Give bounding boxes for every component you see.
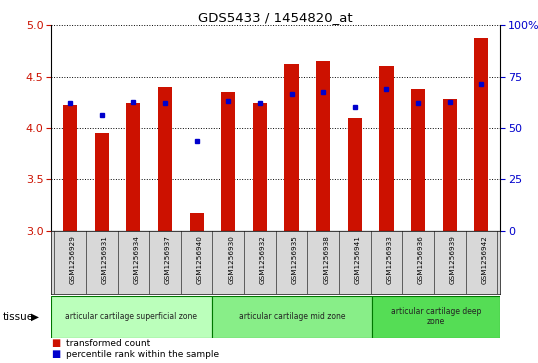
Text: GSM1256939: GSM1256939	[450, 235, 456, 284]
Text: GSM1256933: GSM1256933	[386, 235, 392, 284]
Bar	[63, 105, 77, 231]
Text: GSM1256934: GSM1256934	[133, 235, 139, 284]
Bar	[285, 64, 299, 231]
Bar	[474, 38, 489, 231]
Bar	[126, 103, 140, 231]
Text: GSM1256931: GSM1256931	[102, 235, 108, 284]
Text: ■: ■	[51, 349, 60, 359]
Bar	[189, 213, 204, 231]
Text: GSM1256937: GSM1256937	[165, 235, 171, 284]
Text: GSM1256935: GSM1256935	[292, 235, 298, 284]
Text: transformed count: transformed count	[66, 339, 151, 348]
Text: GSM1256936: GSM1256936	[418, 235, 424, 284]
Bar	[95, 133, 109, 231]
Text: articular cartilage mid zone: articular cartilage mid zone	[238, 312, 345, 321]
Text: articular cartilage deep
zone: articular cartilage deep zone	[391, 307, 482, 326]
Text: GSM1256940: GSM1256940	[196, 235, 203, 284]
Text: ■: ■	[51, 338, 60, 348]
Text: articular cartilage superficial zone: articular cartilage superficial zone	[65, 312, 197, 321]
Bar	[211, 296, 372, 338]
Text: GDS5433 / 1454820_at: GDS5433 / 1454820_at	[199, 11, 353, 24]
Bar	[372, 296, 500, 338]
Text: GSM1256929: GSM1256929	[70, 235, 76, 284]
Text: GSM1256938: GSM1256938	[323, 235, 329, 284]
Bar	[316, 61, 330, 231]
Bar	[158, 87, 172, 231]
Text: GSM1256930: GSM1256930	[228, 235, 234, 284]
Bar	[51, 296, 211, 338]
Bar	[443, 99, 457, 231]
Text: GSM1256941: GSM1256941	[355, 235, 361, 284]
Text: GSM1256942: GSM1256942	[482, 235, 487, 284]
Bar	[253, 103, 267, 231]
Text: percentile rank within the sample: percentile rank within the sample	[66, 350, 220, 359]
Bar	[411, 89, 425, 231]
Text: ▶: ▶	[31, 312, 39, 322]
Text: GSM1256932: GSM1256932	[260, 235, 266, 284]
Bar	[379, 66, 394, 231]
Bar	[348, 118, 362, 231]
Text: tissue: tissue	[3, 312, 34, 322]
Bar	[221, 92, 236, 231]
